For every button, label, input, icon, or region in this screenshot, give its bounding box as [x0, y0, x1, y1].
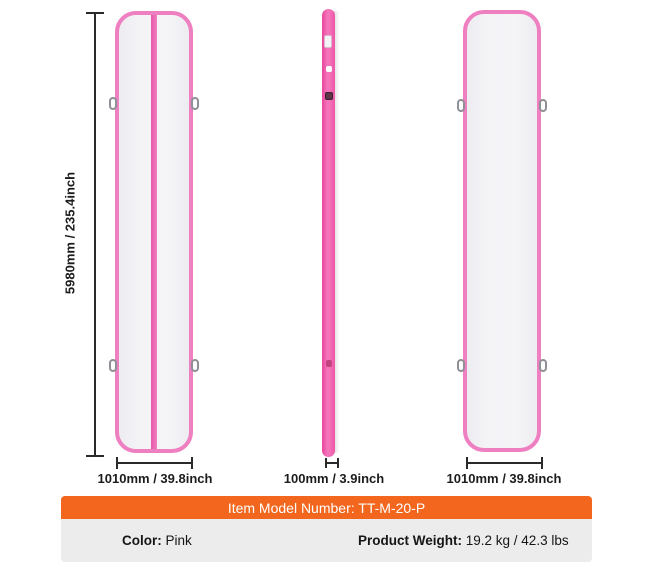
back-width-dim-label: 1010mm / 39.8inch — [446, 471, 562, 486]
mat-side-surface — [333, 11, 342, 453]
color-label: Color: — [122, 533, 162, 548]
front-width-dim-line — [116, 462, 193, 464]
length-dim-bottom-cap — [86, 455, 104, 457]
weight-spec: Product Weight: 19.2 kg / 42.3 lbs — [358, 533, 569, 548]
side-handle — [539, 99, 547, 112]
product-label — [324, 35, 332, 48]
side-handle — [457, 359, 465, 372]
side-handle — [109, 359, 117, 372]
spec-panel: Color: Pink Product Weight: 19.2 kg / 42… — [61, 519, 592, 562]
air-valve — [325, 92, 333, 100]
model-number-banner: Item Model Number: TT-M-20-P — [61, 496, 592, 519]
model-number-text: Item Model Number: TT-M-20-P — [227, 499, 426, 516]
length-dim-line — [94, 12, 96, 455]
side-handle — [457, 99, 465, 112]
side-handle — [191, 97, 199, 110]
mat-side-view — [322, 9, 335, 457]
center-stripe — [151, 15, 157, 449]
length-dim-label: 5980mm / 235.4inch — [62, 171, 78, 295]
weight-value: 19.2 kg / 42.3 lbs — [465, 533, 569, 548]
front-width-dim-label: 1010mm / 39.8inch — [97, 471, 213, 486]
color-spec: Color: Pink — [122, 533, 192, 548]
mat-top-view — [109, 11, 199, 453]
thickness-right-tick — [337, 458, 339, 468]
color-value: Pink — [165, 533, 192, 548]
back-width-right-tick — [541, 457, 543, 469]
thickness-dim-line — [325, 462, 337, 464]
side-handle — [191, 359, 199, 372]
front-width-right-tick — [191, 457, 193, 469]
air-valve — [326, 66, 332, 72]
side-handle — [109, 97, 117, 110]
side-handle — [539, 359, 547, 372]
air-valve — [326, 360, 332, 367]
thickness-dim-label: 100mm / 3.9inch — [283, 471, 385, 486]
weight-label: Product Weight: — [358, 533, 462, 548]
mat-bottom-view — [457, 10, 547, 452]
back-width-dim-line — [466, 462, 542, 464]
